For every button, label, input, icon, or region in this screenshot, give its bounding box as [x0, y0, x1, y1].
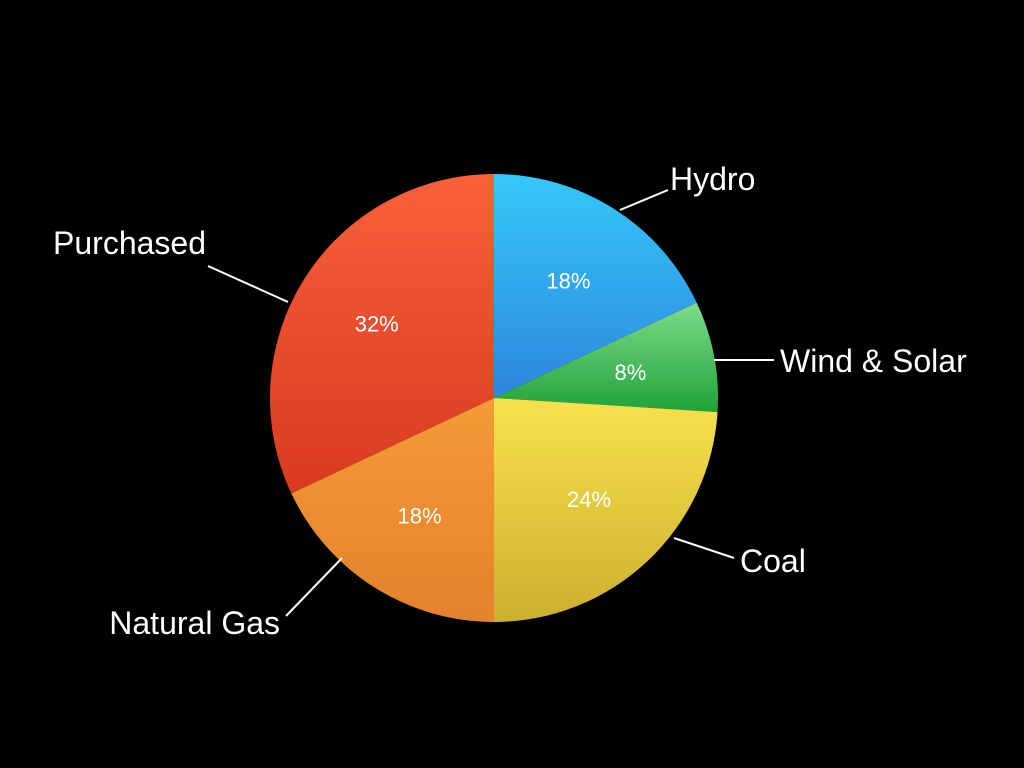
slice-name-label-purchased: Purchased: [53, 225, 206, 261]
leader-line-coal: [673, 537, 735, 559]
leader-line-hydro: [619, 189, 669, 211]
slice-value-label-wind-solar: 8%: [615, 360, 647, 385]
callouts-layer: Hydro Wind & Solar Coal Natural Gas Purchase…: [53, 161, 967, 641]
pie-slice-hydro: [494, 174, 697, 398]
slice-value-label-coal: 24%: [567, 487, 611, 512]
leader-line-purchased: [207, 265, 289, 303]
pie-slice-purchased: [269, 174, 494, 494]
slice-value-label-hydro: 18%: [546, 269, 590, 294]
pie-slice-coal: [494, 398, 718, 622]
slice-name-label-coal: Coal: [740, 543, 806, 579]
slice-name-label-wind-solar: Wind & Solar: [780, 343, 967, 379]
slice-labels-layer: 18% 8% 24% 18% 32%: [355, 269, 647, 529]
slice-name-label-natural-gas: Natural Gas: [109, 605, 280, 641]
slice-value-label-purchased: 32%: [355, 312, 399, 337]
slice-value-label-natural-gas: 18%: [398, 503, 442, 528]
pie-slice-wind-solar: [494, 302, 718, 413]
slice-name-label-hydro: Hydro: [670, 161, 755, 197]
pie-slice-natural-gas: [291, 398, 494, 622]
slices-layer: [269, 174, 718, 622]
leader-line-natural-gas: [285, 557, 343, 617]
